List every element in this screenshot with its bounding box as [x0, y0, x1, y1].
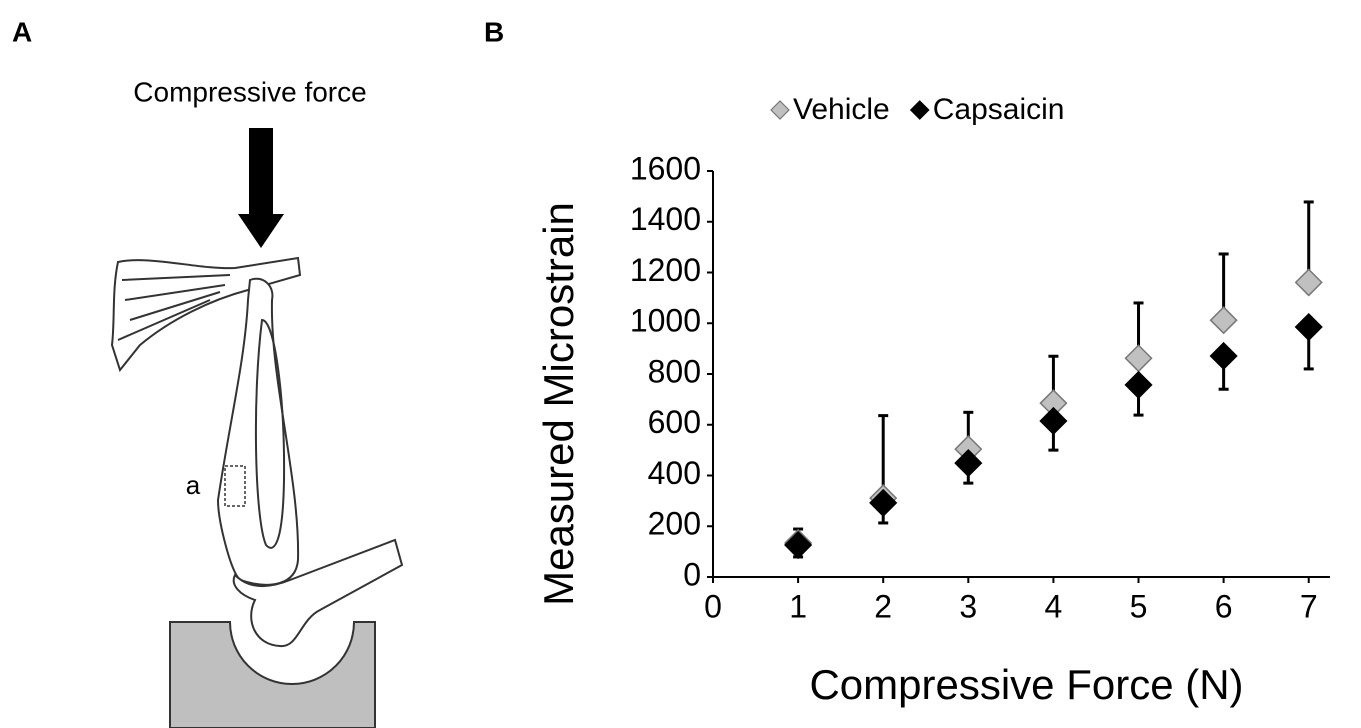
y-axis-title: Measured Microstrain	[535, 202, 582, 606]
legend-marker	[909, 100, 930, 120]
legend-marker	[770, 100, 790, 120]
y-tick-label: 1400	[630, 201, 701, 237]
data-point	[1039, 406, 1068, 436]
x-tick-label: 5	[1130, 588, 1148, 624]
x-tick-label: 6	[1215, 588, 1233, 624]
y-tick-label: 0	[683, 556, 701, 592]
y-tick-label: 800	[648, 353, 701, 389]
y-tick-label: 200	[648, 506, 701, 542]
x-axis-title: Compressive Force (N)	[809, 661, 1243, 708]
x-tick-label: 7	[1300, 588, 1318, 624]
panel-label: A	[12, 16, 32, 47]
x-tick-label: 1	[789, 588, 807, 624]
force-label: Compressive force	[133, 76, 366, 107]
limb-sketch	[110, 256, 404, 648]
y-tick-label: 600	[648, 404, 701, 440]
legend-label: Capsaicin	[933, 93, 1065, 126]
y-tick-label: 1000	[630, 303, 701, 339]
data-point	[1209, 306, 1238, 335]
support-fixture	[169, 621, 376, 728]
data-point	[784, 530, 813, 560]
force-arrow	[249, 128, 273, 218]
chart: 0 200 400 600 800 1000 1200 1400 1600 0 1 2 3 4 5 6 7 Com…	[535, 93, 1330, 708]
data-point	[869, 488, 898, 517]
data-point	[1124, 370, 1153, 399]
x-tick-label: 3	[959, 588, 977, 624]
y-tick-label: 1200	[630, 252, 701, 288]
data-point	[1124, 344, 1153, 373]
data-point	[1294, 312, 1323, 342]
data-point	[1209, 341, 1238, 371]
force-arrow-head	[238, 214, 284, 248]
y-tick-label: 1600	[630, 150, 701, 186]
y-tick-label: 400	[648, 455, 701, 491]
data-point	[1294, 268, 1323, 297]
x-tick-label: 2	[874, 588, 892, 624]
region-label: a	[186, 470, 201, 500]
panel-label: B	[484, 16, 504, 47]
data-point	[954, 449, 983, 478]
x-tick-label: 0	[704, 588, 722, 624]
legend-label: Vehicle	[793, 93, 890, 126]
x-tick-label: 4	[1045, 588, 1063, 624]
